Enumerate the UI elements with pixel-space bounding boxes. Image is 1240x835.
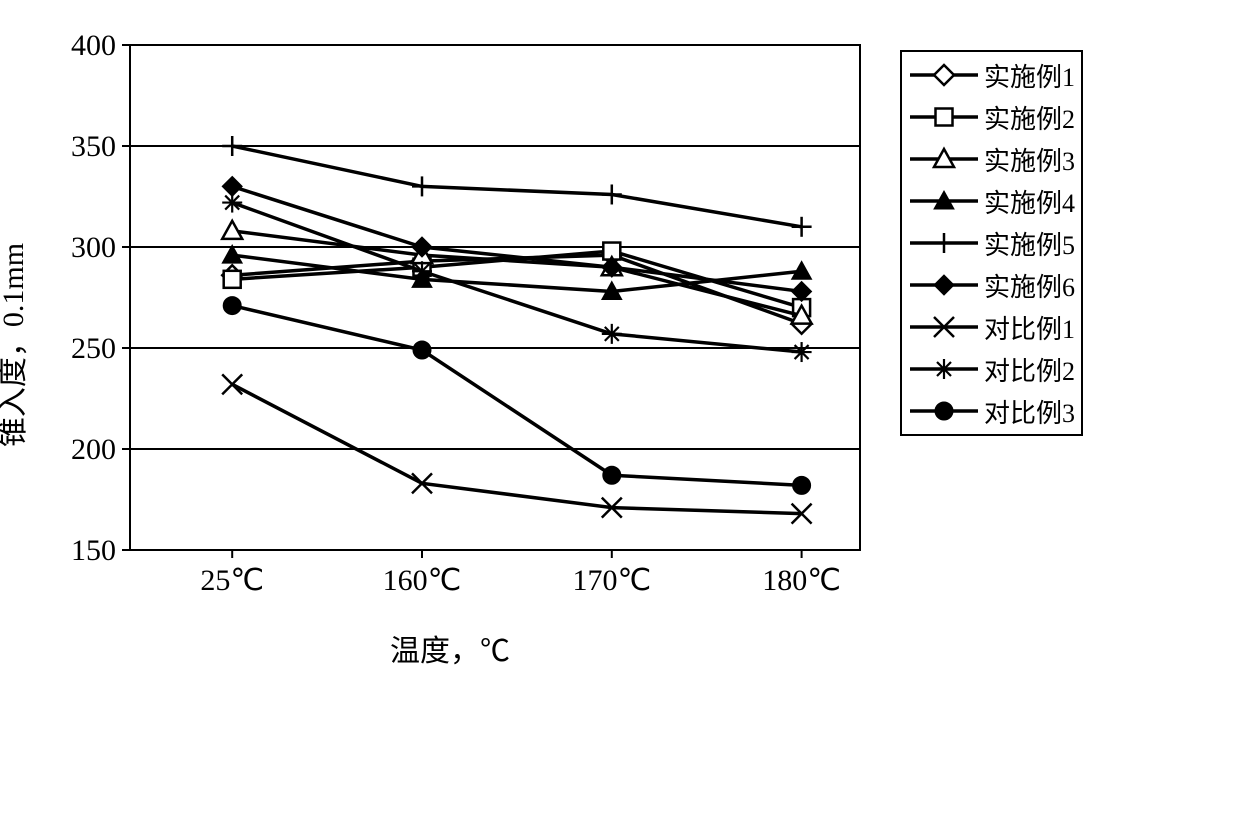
legend-marker-icon — [904, 223, 984, 263]
legend-item-实施例3: 实施例3 — [904, 138, 1075, 180]
legend-label: 实施例6 — [984, 267, 1075, 304]
legend-item-实施例4: 实施例4 — [904, 180, 1075, 222]
legend-label: 对比例3 — [984, 393, 1075, 430]
legend-label: 实施例1 — [984, 57, 1075, 94]
legend-label: 实施例5 — [984, 225, 1075, 262]
legend-marker-icon — [904, 391, 984, 431]
x-axis-label: 温度，℃ — [20, 626, 880, 670]
svg-text:25℃: 25℃ — [200, 564, 264, 597]
legend: 实施例1 实施例2 实施例3 实施例4 实施例5 实施例6 对比例1 对比例2 对比例3 — [900, 50, 1083, 436]
legend-marker-icon — [904, 97, 984, 137]
legend-label: 对比例1 — [984, 309, 1075, 346]
svg-text:350: 350 — [71, 130, 116, 163]
legend-item-实施例6: 实施例6 — [904, 264, 1075, 306]
legend-label: 实施例2 — [984, 99, 1075, 136]
legend-marker-icon — [904, 307, 984, 347]
legend-item-实施例2: 实施例2 — [904, 96, 1075, 138]
chart-svg: 150 200 250 300 350 400 25℃ 160℃ 170℃ 180℃ — [20, 20, 880, 620]
legend-item-对比例1: 对比例1 — [904, 306, 1075, 348]
legend-label: 实施例4 — [984, 183, 1075, 220]
svg-text:180℃: 180℃ — [762, 564, 841, 597]
legend-item-对比例2: 对比例2 — [904, 348, 1075, 390]
legend-marker-icon — [904, 139, 984, 179]
svg-text:400: 400 — [71, 29, 116, 62]
legend-item-实施例1: 实施例1 — [904, 54, 1075, 96]
legend-marker-icon — [904, 265, 984, 305]
chart-container: 锥入度，0.1mm 15020025030035040025℃160℃170℃1… — [20, 20, 1220, 670]
svg-text:200: 200 — [71, 433, 116, 466]
legend-marker-icon — [904, 181, 984, 221]
legend-item-实施例5: 实施例5 — [904, 222, 1075, 264]
y-axis-label: 锥入度，0.1mm — [0, 243, 32, 447]
legend-item-对比例3: 对比例3 — [904, 390, 1075, 432]
legend-label: 实施例3 — [984, 141, 1075, 178]
legend-marker-icon — [904, 55, 984, 95]
legend-marker-icon — [904, 349, 984, 389]
svg-text:300: 300 — [71, 231, 116, 264]
svg-text:250: 250 — [71, 332, 116, 365]
svg-text:170℃: 170℃ — [572, 564, 651, 597]
svg-text:150: 150 — [71, 534, 116, 567]
legend-label: 对比例2 — [984, 351, 1075, 388]
svg-text:160℃: 160℃ — [383, 564, 462, 597]
chart-area: 锥入度，0.1mm 15020025030035040025℃160℃170℃1… — [20, 20, 880, 670]
